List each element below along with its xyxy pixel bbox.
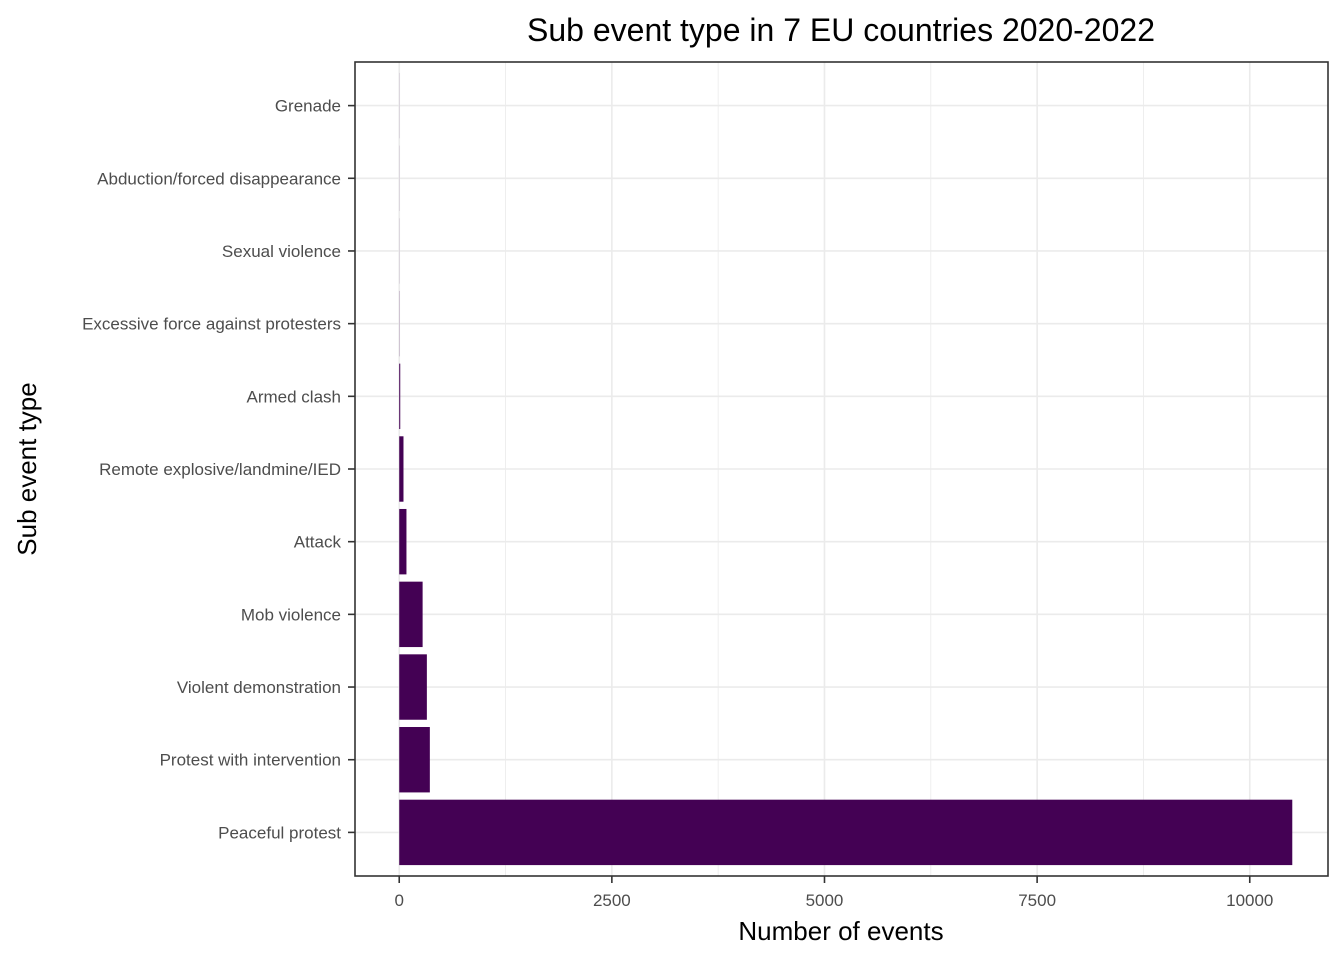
bars	[399, 72, 1293, 866]
y-tick-label: Excessive force against protesters	[82, 315, 341, 334]
y-tick-label: Mob violence	[241, 605, 341, 624]
y-tick-label: Sexual violence	[222, 242, 341, 261]
y-tick-label: Peaceful protest	[218, 823, 341, 842]
bar	[399, 508, 407, 575]
x-tick-label: 0	[394, 891, 403, 910]
x-tick-label: 10000	[1226, 891, 1273, 910]
chart-title: Sub event type in 7 EU countries 2020-20…	[527, 12, 1155, 48]
x-axis-title: Number of events	[738, 916, 943, 946]
y-tick-label: Protest with intervention	[160, 751, 341, 770]
bar	[399, 363, 401, 430]
y-tick-label: Remote explosive/landmine/IED	[99, 460, 341, 479]
y-tick-label: Abduction/forced disappearance	[97, 169, 341, 188]
y-tick-label: Attack	[294, 533, 342, 552]
y-tick-label: Violent demonstration	[177, 678, 341, 697]
y-tick-label: Armed clash	[247, 387, 341, 406]
x-tick-label: 2500	[593, 891, 631, 910]
y-axis-title: Sub event type	[12, 382, 42, 555]
grid	[355, 62, 1328, 876]
bar	[399, 727, 430, 793]
bar	[399, 654, 427, 720]
y-tick-label: Grenade	[275, 97, 341, 116]
x-axis: 0 2500 5000 7500 10000	[394, 876, 1273, 910]
y-axis: Peaceful protest Protest with interventio…	[82, 97, 355, 842]
bar	[399, 436, 404, 502]
bar	[399, 799, 1293, 866]
bar	[399, 581, 423, 648]
x-tick-label: 5000	[806, 891, 844, 910]
x-tick-label: 7500	[1018, 891, 1056, 910]
